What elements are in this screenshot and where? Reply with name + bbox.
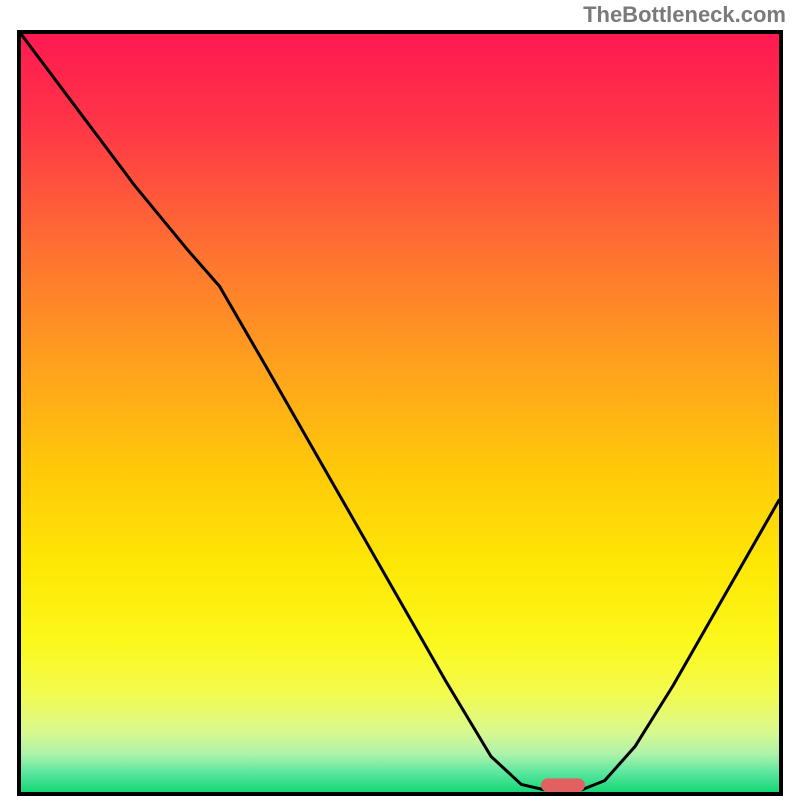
chart-frame bbox=[17, 30, 783, 796]
chart-background bbox=[21, 34, 779, 792]
bottleneck-chart bbox=[21, 34, 779, 792]
watermark-text: TheBottleneck.com bbox=[583, 2, 786, 28]
optimal-marker bbox=[541, 778, 585, 792]
